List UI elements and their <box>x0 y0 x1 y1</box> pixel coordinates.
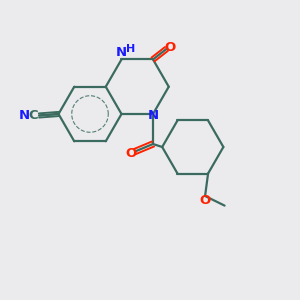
Text: C: C <box>28 109 38 122</box>
Text: O: O <box>164 41 176 54</box>
Text: N: N <box>147 109 159 122</box>
Text: H: H <box>126 44 135 54</box>
Text: N: N <box>18 109 30 122</box>
Text: O: O <box>200 194 211 207</box>
Text: N: N <box>116 46 127 59</box>
Text: O: O <box>125 147 136 161</box>
